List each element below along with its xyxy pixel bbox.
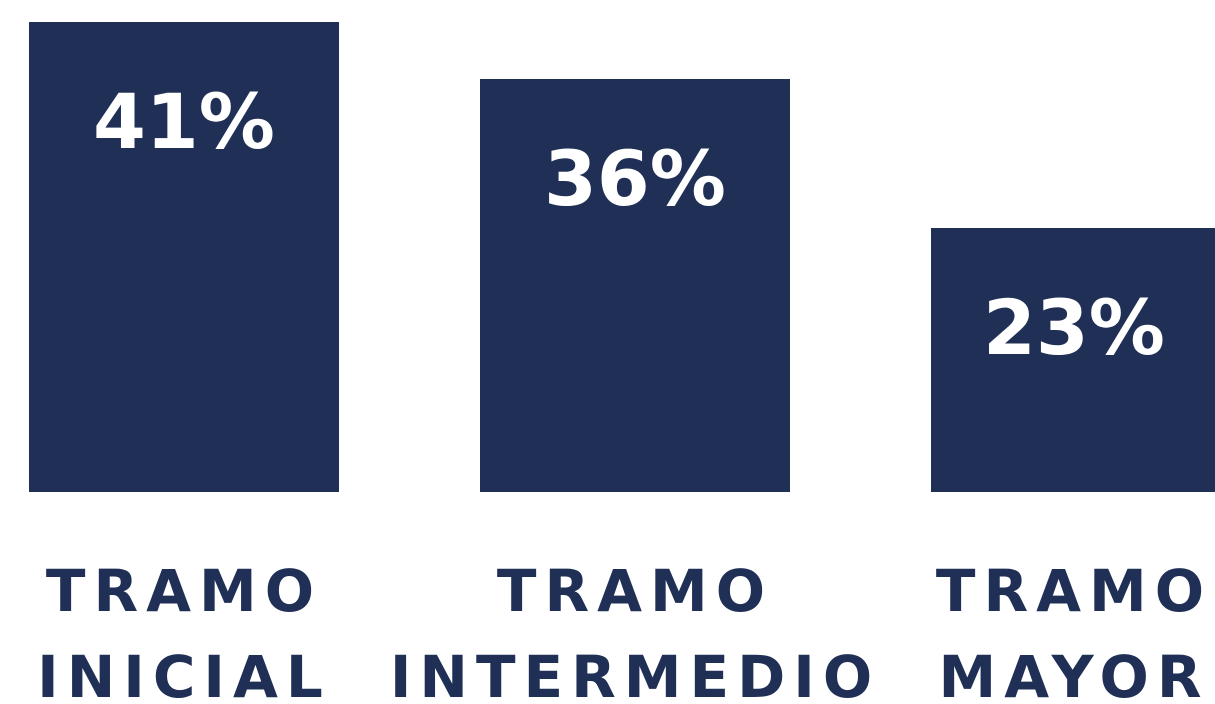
value-label: 36% bbox=[544, 134, 726, 224]
bar bbox=[931, 228, 1215, 492]
category-label: TRAMO INTERMEDIO bbox=[389, 557, 881, 704]
value-label: 41% bbox=[93, 77, 275, 166]
value-label: 23% bbox=[983, 283, 1165, 373]
bar bbox=[480, 79, 790, 492]
category-label: TRAMO INICIAL bbox=[37, 557, 331, 704]
category-label: TRAMO MAYOR bbox=[935, 557, 1213, 704]
bar bbox=[29, 22, 339, 492]
